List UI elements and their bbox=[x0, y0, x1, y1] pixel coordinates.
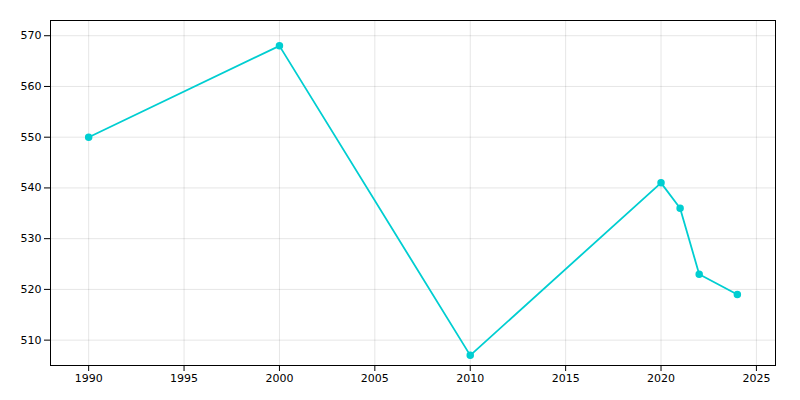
svg-text:570: 570 bbox=[21, 29, 42, 42]
svg-text:2010: 2010 bbox=[456, 372, 484, 385]
svg-text:540: 540 bbox=[21, 181, 42, 194]
svg-text:560: 560 bbox=[21, 80, 42, 93]
svg-text:1995: 1995 bbox=[170, 372, 198, 385]
svg-text:530: 530 bbox=[21, 232, 42, 245]
svg-text:1990: 1990 bbox=[75, 372, 103, 385]
svg-text:2015: 2015 bbox=[552, 372, 580, 385]
svg-text:2020: 2020 bbox=[647, 372, 675, 385]
svg-text:2005: 2005 bbox=[361, 372, 389, 385]
svg-text:2025: 2025 bbox=[742, 372, 770, 385]
svg-text:510: 510 bbox=[21, 334, 42, 347]
svg-text:520: 520 bbox=[21, 283, 42, 296]
svg-text:2000: 2000 bbox=[265, 372, 293, 385]
svg-text:550: 550 bbox=[21, 131, 42, 144]
